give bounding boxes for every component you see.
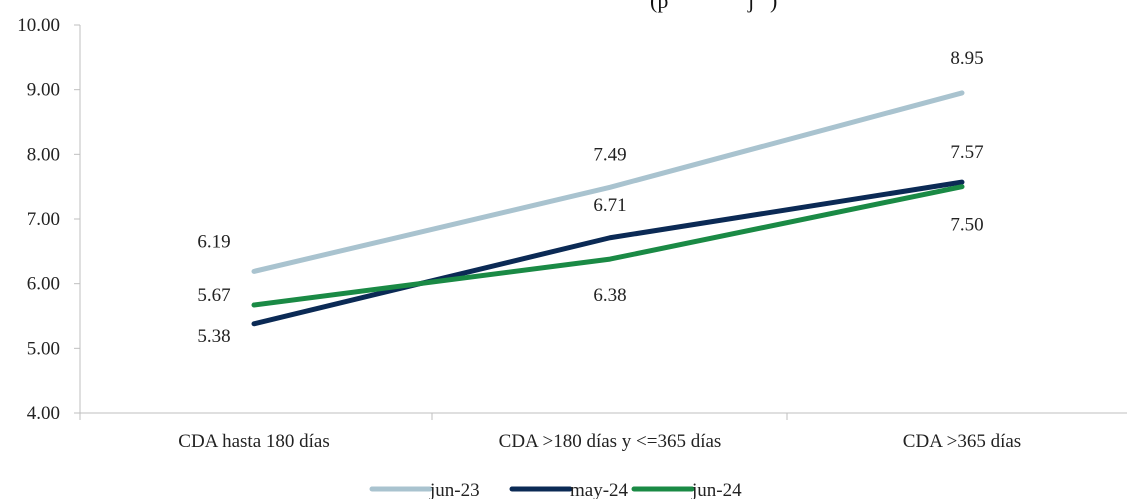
data-label-jun-24: 5.67 bbox=[197, 285, 230, 306]
chart-title-close: ) bbox=[770, 0, 777, 13]
y-tick-label: 10.00 bbox=[17, 15, 60, 36]
x-tick-label: CDA hasta 180 días bbox=[178, 431, 329, 452]
series-line-jun-23 bbox=[251, 90, 965, 274]
data-label-may-24: 5.38 bbox=[197, 326, 230, 347]
data-label-jun-23: 6.19 bbox=[197, 231, 230, 252]
legend-label-may-24: may-24 bbox=[570, 480, 629, 499]
x-axis-ticks: CDA hasta 180 días CDA >180 días y <=365 … bbox=[79, 413, 1021, 452]
data-label-jun-23: 7.49 bbox=[593, 144, 626, 165]
y-tick-label: 6.00 bbox=[27, 274, 60, 295]
series-line-may-24 bbox=[251, 179, 965, 327]
y-tick-label: 9.00 bbox=[27, 80, 60, 101]
y-tick-label: 4.00 bbox=[27, 403, 60, 424]
y-tick-label: 5.00 bbox=[27, 338, 60, 359]
legend-label-jun-23: jun-23 bbox=[429, 480, 480, 499]
chart-title: (p bbox=[650, 0, 668, 13]
legend: jun-23 may-24 jun-24 bbox=[369, 480, 742, 499]
series-lines bbox=[251, 90, 965, 327]
legend-label-jun-24: jun-24 bbox=[691, 480, 742, 499]
data-label-jun-23: 8.95 bbox=[950, 48, 983, 69]
data-labels: 6.19 7.49 8.95 5.38 6.71 7.57 5.67 6.38 7.50 bbox=[197, 48, 983, 347]
chart-title-suffix: j bbox=[747, 0, 754, 13]
x-tick-label: CDA >180 días y <=365 días bbox=[499, 431, 722, 452]
x-tick-label: CDA >365 días bbox=[903, 431, 1021, 452]
y-axis-ticks: 4.00 5.00 6.00 7.00 8.00 9.00 10.00 bbox=[17, 15, 80, 424]
data-label-may-24: 6.71 bbox=[593, 195, 626, 216]
y-tick-label: 8.00 bbox=[27, 144, 60, 165]
y-tick-label: 7.00 bbox=[27, 209, 60, 230]
data-label-may-24: 7.57 bbox=[950, 142, 983, 163]
data-label-jun-24: 7.50 bbox=[950, 215, 983, 236]
data-label-jun-24: 6.38 bbox=[593, 285, 626, 306]
series-line-jun-24 bbox=[251, 184, 965, 308]
